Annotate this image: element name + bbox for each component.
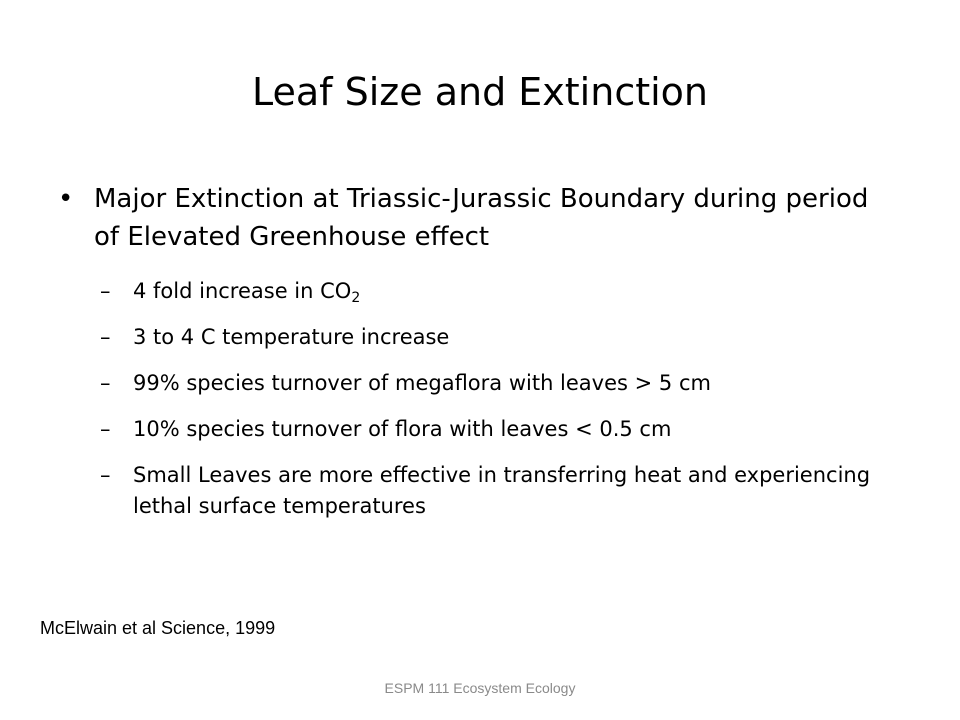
citation: McElwain et al Science, 1999 — [40, 618, 276, 638]
sub-bullet-text: Small Leaves are more effective in trans… — [133, 463, 871, 518]
main-bullet: • Major Extinction at Triassic-Jurassic … — [58, 180, 878, 256]
dash-icon: – — [100, 279, 111, 303]
sub-bullet-item: –3 to 4 C temperature increase — [100, 322, 900, 353]
slide-footer: ESPM 111 Ecosystem Ecology — [384, 680, 576, 696]
sub-bullet-text: 99% species turnover of megaflora with l… — [133, 371, 711, 395]
dash-icon: – — [100, 325, 111, 349]
main-bullet-text: Major Extinction at Triassic-Jurassic Bo… — [94, 184, 869, 252]
sub-bullet-list: –4 fold increase in CO2 –3 to 4 C temper… — [100, 276, 900, 537]
sub-bullet-item: –10% species turnover of flora with leav… — [100, 414, 900, 445]
sub-bullet-text: 3 to 4 C temperature increase — [133, 325, 450, 349]
bullet-point-icon: • — [58, 184, 74, 214]
sub-bullet-text: 10% species turnover of flora with leave… — [133, 417, 672, 441]
dash-icon: – — [100, 417, 111, 441]
subscript-text: 2 — [351, 290, 361, 306]
sub-bullet-item: – Small Leaves are more effective in tran… — [100, 460, 900, 522]
sub-bullet-item: –99% species turnover of megaflora with … — [100, 368, 900, 399]
slide-title: Leaf Size and Extinction — [252, 70, 708, 114]
sub-bullet-item: –4 fold increase in CO2 — [100, 276, 900, 307]
dash-icon: – — [100, 463, 111, 487]
dash-icon: – — [100, 371, 111, 395]
sub-bullet-text: 4 fold increase in CO — [133, 279, 352, 303]
